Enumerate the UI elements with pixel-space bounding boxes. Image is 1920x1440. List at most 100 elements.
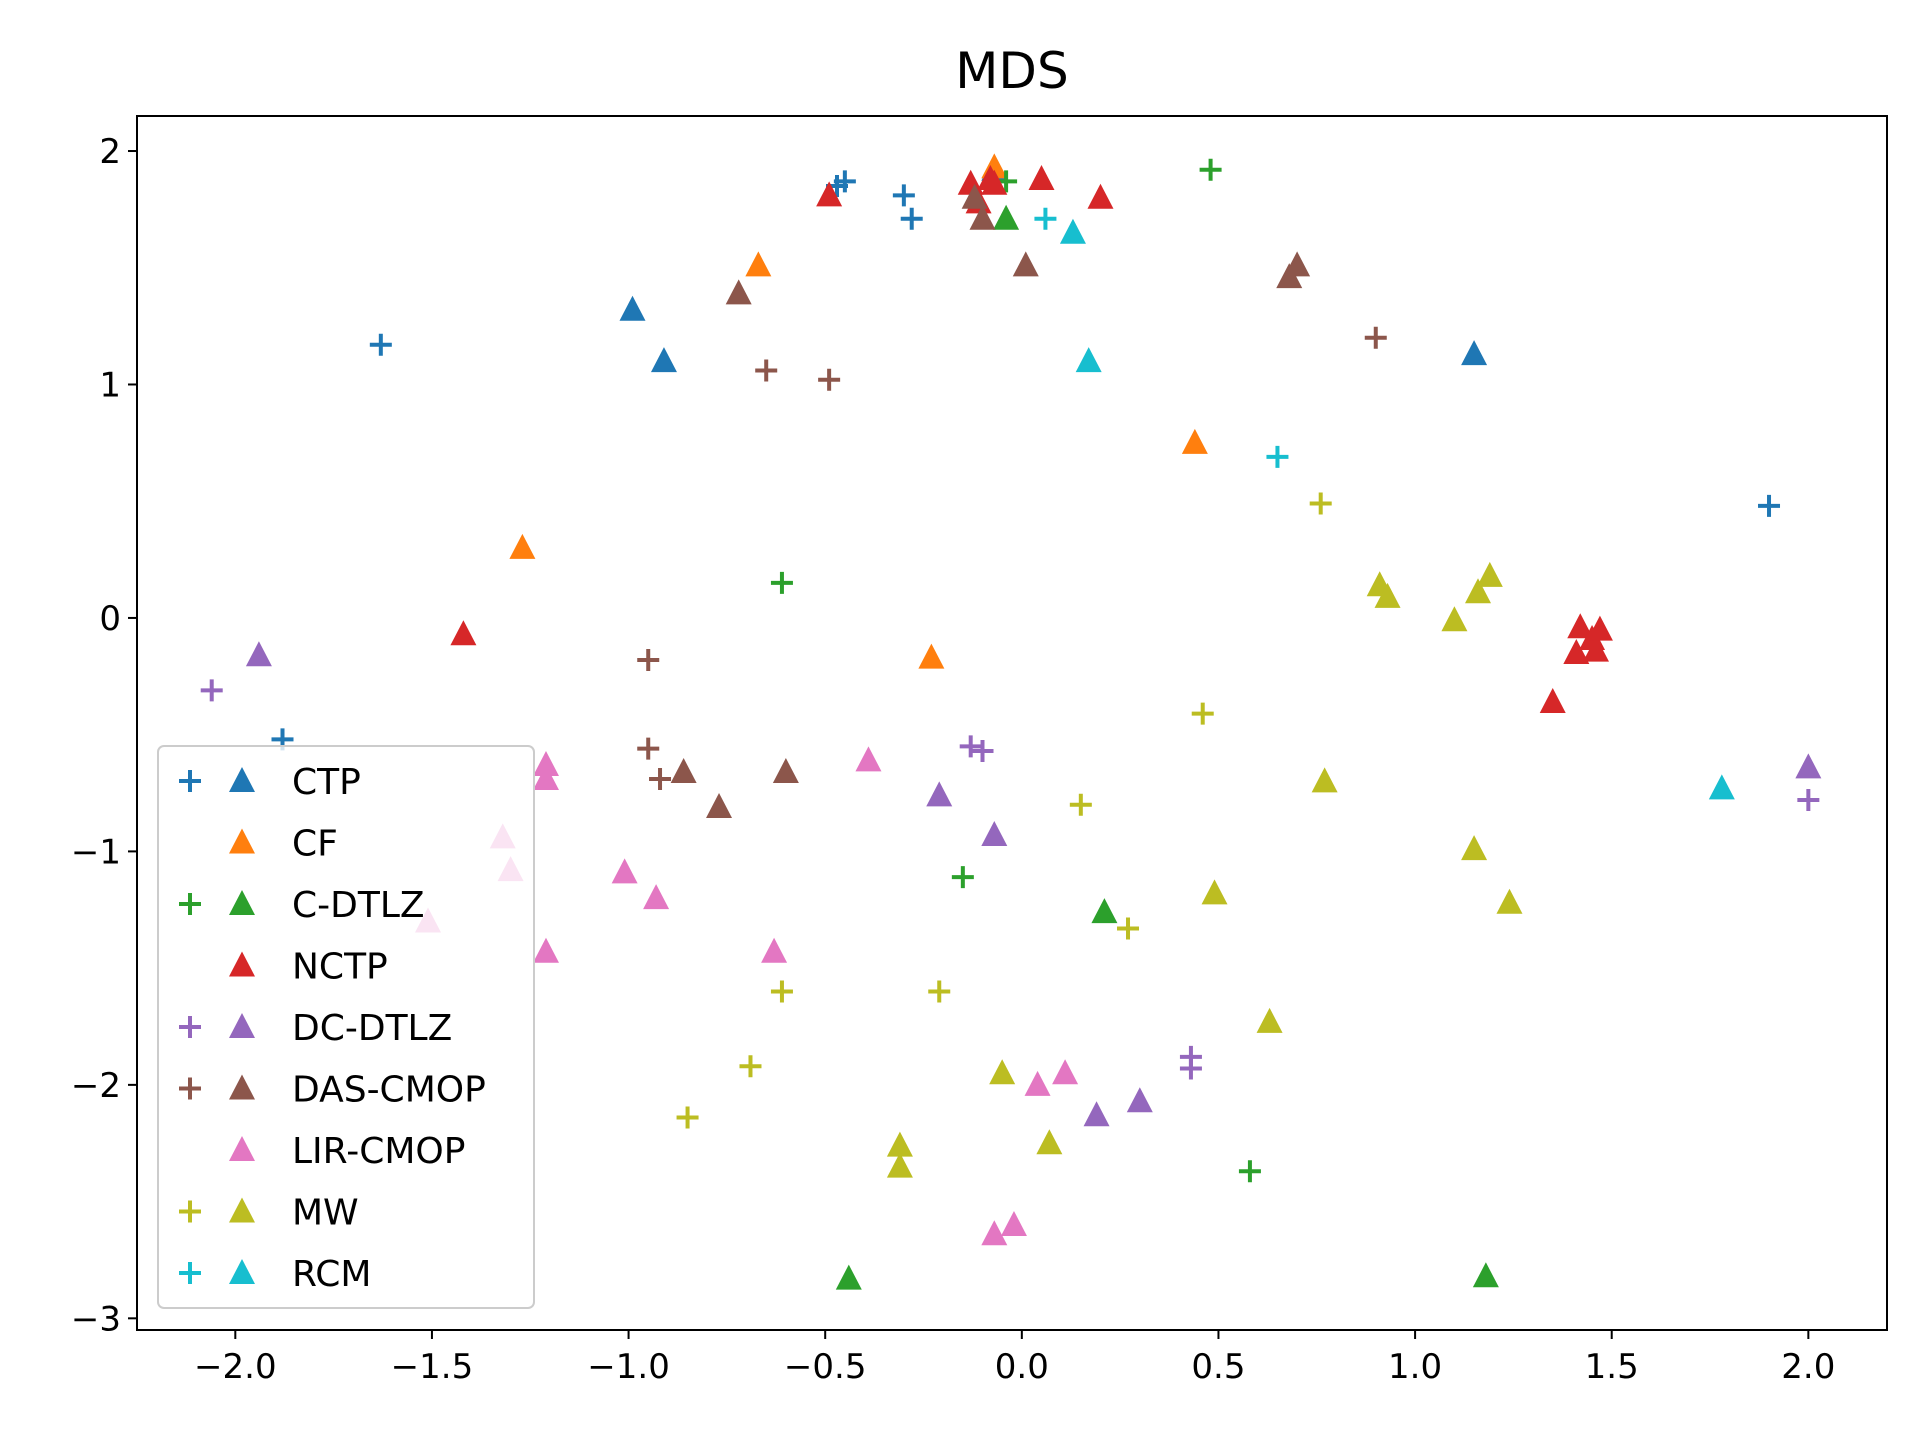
lir-cmop-triangle-point	[761, 937, 788, 963]
das-cmop-triangle-point	[706, 793, 733, 819]
mw-triangle-point	[1256, 1007, 1283, 1033]
ctp-plus-point	[892, 184, 915, 207]
legend-label-mw: MW	[292, 1193, 359, 1234]
nctp-triangle-point	[1586, 615, 1613, 641]
x-tick-label: −2.0	[194, 1347, 277, 1387]
data-points	[200, 153, 1822, 1290]
c-dtlz-plus-point	[1199, 158, 1222, 181]
das-cmop-plus-point	[818, 368, 841, 391]
ctp-triangle-point	[619, 295, 646, 321]
y-axis-ticks: 2 1 0 −1 −2 −3	[71, 132, 137, 1339]
legend-label-lir-cmop: LIR-CMOP	[292, 1131, 465, 1172]
legend-das-cmop-triangle-marker	[229, 1074, 255, 1100]
mw-triangle-point	[989, 1059, 1016, 1085]
c-dtlz-plus-point	[951, 866, 974, 889]
dc-dtlz-triangle-point	[245, 641, 272, 667]
dc-dtlz-plus-point	[1179, 1057, 1202, 1080]
c-dtlz-triangle-point	[835, 1264, 862, 1290]
dc-dtlz-plus-point	[971, 740, 994, 763]
mw-triangle-point	[1311, 767, 1338, 793]
lir-cmop-triangle-point	[1024, 1070, 1051, 1096]
ctp-plus-point	[900, 207, 923, 230]
ctp-plus-point	[1758, 494, 1781, 517]
das-cmop-triangle-point	[670, 758, 697, 784]
nctp-triangle-point	[816, 181, 843, 207]
das-cmop-plus-point	[637, 648, 660, 671]
cf-triangle-point	[918, 643, 945, 669]
mw-triangle-point	[1441, 606, 1468, 632]
x-tick-label: 2.0	[1781, 1347, 1835, 1387]
x-tick-label: 0.5	[1191, 1347, 1245, 1387]
das-cmop-plus-point	[637, 737, 660, 760]
y-tick-label: −3	[71, 1299, 121, 1339]
legend-label-cf: CF	[292, 824, 338, 865]
legend-dc-dtlz-triangle-marker	[229, 1013, 255, 1038]
lir-cmop-triangle-point	[532, 765, 559, 791]
das-cmop-triangle-point	[725, 279, 752, 305]
lir-cmop-triangle-point	[611, 858, 638, 884]
y-tick-label: 0	[99, 599, 121, 639]
ctp-plus-point	[833, 170, 856, 193]
ctp-triangle-point	[1461, 340, 1488, 366]
lir-cmop-triangle-point	[532, 937, 559, 963]
c-dtlz-triangle-point	[1091, 898, 1118, 924]
legend-label-das-cmop: DAS-CMOP	[292, 1070, 486, 1111]
legend-label-dc-dtlz: DC-DTLZ	[292, 1008, 452, 1049]
das-cmop-triangle-point	[1012, 251, 1039, 277]
das-cmop-plus-point	[755, 359, 778, 382]
das-cmop-plus-point	[1364, 326, 1387, 349]
mw-triangle-point	[1374, 582, 1401, 608]
c-dtlz-triangle-point	[993, 204, 1020, 230]
x-tick-label: −0.5	[784, 1347, 867, 1387]
mw-triangle-point	[886, 1152, 913, 1178]
dc-dtlz-plus-point	[1797, 789, 1820, 812]
mw-triangle-point	[886, 1131, 913, 1157]
das-cmop-plus-point	[649, 768, 672, 791]
x-tick-label: −1.5	[391, 1347, 474, 1387]
mw-triangle-point	[1461, 835, 1488, 861]
das-cmop-triangle-point	[961, 183, 988, 209]
cf-triangle-point	[1181, 428, 1208, 454]
y-tick-label: 1	[99, 365, 121, 405]
lir-cmop-triangle-point	[1052, 1059, 1079, 1085]
mw-plus-point	[1191, 702, 1214, 725]
legend-mw-triangle-marker	[229, 1197, 255, 1223]
c-dtlz-plus-point	[1238, 1160, 1261, 1183]
x-tick-label: 1.5	[1585, 1347, 1639, 1387]
legend-box	[157, 745, 535, 1309]
mw-plus-point	[1117, 917, 1140, 940]
legend-label-c-dtlz: C-DTLZ	[292, 885, 425, 926]
mw-triangle-point	[1496, 888, 1523, 914]
rcm-plus-point	[1034, 207, 1057, 230]
rcm-triangle-point	[1059, 218, 1086, 244]
axes-frame	[136, 115, 1888, 1331]
das-cmop-triangle-point	[1284, 251, 1311, 277]
das-cmop-triangle-point	[772, 758, 799, 784]
nctp-triangle-point	[1087, 183, 1114, 209]
rcm-triangle-point	[1075, 347, 1102, 373]
nctp-triangle-point	[1582, 636, 1609, 662]
legend-label-rcm: RCM	[292, 1254, 371, 1295]
rcm-plus-point	[1266, 445, 1289, 468]
legend-mw-plus-marker	[179, 1200, 201, 1223]
legend-ctp-triangle-marker	[229, 767, 255, 792]
ctp-triangle-point	[650, 347, 677, 373]
nctp-triangle-point	[981, 169, 1008, 195]
legend-label-ctp: CTP	[292, 762, 361, 803]
mw-triangle-point	[1476, 561, 1503, 587]
c-dtlz-triangle-point	[1472, 1262, 1499, 1288]
das-cmop-triangle-point	[969, 204, 996, 230]
legend-dc-dtlz-plus-marker	[179, 1016, 201, 1038]
legend-das-cmop-plus-marker	[179, 1077, 201, 1100]
legend-label-nctp: NCTP	[292, 947, 388, 988]
legend-rcm-plus-marker	[179, 1262, 201, 1284]
lir-cmop-triangle-point	[532, 751, 559, 777]
lir-cmop-triangle-point	[981, 1220, 1008, 1246]
mw-plus-point	[928, 980, 951, 1003]
legend-c-dtlz-plus-marker	[179, 893, 201, 915]
legend-cf-triangle-marker	[229, 828, 255, 854]
cf-triangle-point	[745, 251, 772, 277]
mw-triangle-point	[1465, 578, 1492, 604]
dc-dtlz-triangle-point	[1795, 753, 1822, 779]
